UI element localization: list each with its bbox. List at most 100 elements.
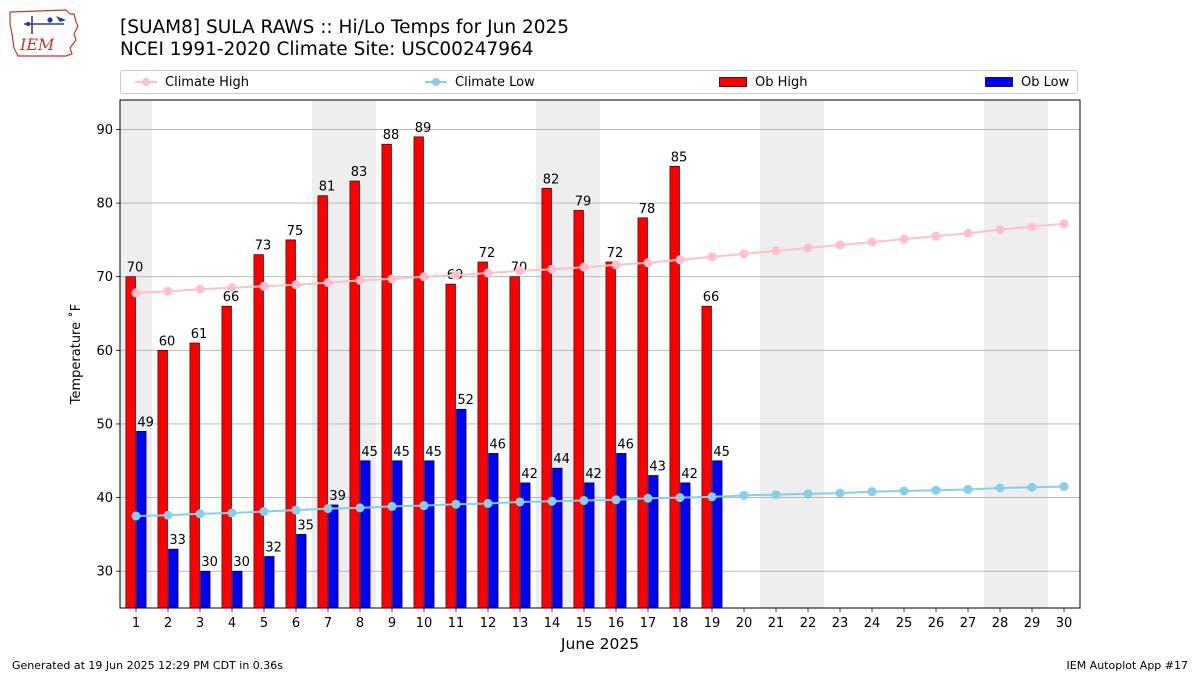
- climate-low-point-29: [1027, 482, 1037, 492]
- ob-high-bar-12: [477, 261, 488, 609]
- climate-low-point-16: [611, 495, 621, 505]
- ob-low-bar-5: [264, 556, 275, 609]
- y-tick-label-60: 60: [96, 344, 113, 359]
- ob-low-bar-7: [328, 504, 339, 609]
- x-tick-label-29: 29: [1024, 616, 1041, 631]
- ob-low-bar-3: [200, 570, 211, 609]
- ob-high-label-10: 89: [415, 121, 432, 136]
- generated-timestamp: Generated at 19 Jun 2025 12:29 PM CDT in…: [12, 659, 284, 672]
- weekend-band-14: [536, 100, 568, 608]
- y-tick-label-90: 90: [96, 123, 113, 138]
- x-tick-label-30: 30: [1056, 616, 1073, 631]
- weekend-band-15: [568, 100, 600, 608]
- x-tick-label-13: 13: [512, 616, 529, 631]
- ob-high-bar-15: [573, 210, 584, 609]
- chart-title: [SUAM8] SULA RAWS :: Hi/Lo Temps for Jun…: [120, 17, 570, 38]
- ob-high-label-8: 83: [351, 165, 368, 180]
- ob-high-label-7: 81: [319, 180, 336, 195]
- climate-low-point-4: [227, 508, 237, 518]
- ob-low-label-18: 42: [681, 467, 698, 482]
- x-tick-label-1: 1: [132, 616, 140, 631]
- ob-high-label-2: 60: [159, 334, 176, 349]
- x-tick-label-11: 11: [448, 616, 465, 631]
- ob-low-label-19: 45: [713, 445, 730, 460]
- y-tick-label-40: 40: [96, 491, 113, 506]
- ob-high-label-11: 69: [447, 268, 464, 283]
- ob-low-label-3: 30: [201, 555, 218, 570]
- climate-low-point-25: [899, 486, 909, 496]
- climate-high-point-21: [771, 246, 781, 256]
- ob-high-bar-7: [317, 195, 328, 609]
- ob-low-bar-4: [232, 570, 243, 609]
- climate-low-point-6: [291, 505, 301, 515]
- climate-high-point-25: [899, 234, 909, 244]
- ob-high-label-3: 61: [191, 327, 208, 342]
- weekend-band-28: [984, 100, 1016, 608]
- ob-high-bar-16: [605, 261, 616, 609]
- ob-low-label-8: 45: [361, 445, 378, 460]
- climate-low-line: [135, 485, 1065, 517]
- climate-high-point-19: [707, 252, 717, 262]
- legend-label-climate-low: Climate Low: [455, 74, 535, 90]
- ob-low-label-2: 33: [169, 533, 186, 548]
- x-tick-label-15: 15: [576, 616, 593, 631]
- x-tick-label-23: 23: [832, 616, 849, 631]
- ob-low-swatch: [985, 77, 1013, 87]
- x-tick-label-21: 21: [768, 616, 785, 631]
- ob-high-label-1: 70: [127, 261, 144, 276]
- ob-low-bar-1: [136, 431, 147, 609]
- climate-high-point-3: [195, 284, 205, 294]
- x-tick-label-2: 2: [164, 616, 172, 631]
- x-tick-label-7: 7: [324, 616, 332, 631]
- ob-low-label-17: 43: [649, 459, 666, 474]
- x-tick-label-12: 12: [480, 616, 497, 631]
- climate-low-point-18: [675, 493, 685, 503]
- weekend-band-8: [344, 100, 376, 608]
- y-axis-label: Temperature ˚F: [68, 304, 84, 405]
- ob-high-label-17: 78: [639, 202, 656, 217]
- ob-high-bar-9: [381, 143, 392, 609]
- legend-item-ob-high: Ob High: [719, 71, 808, 93]
- climate-high-point-18: [675, 255, 685, 265]
- ob-high-label-15: 79: [575, 194, 592, 209]
- weekend-band-29: [1016, 100, 1048, 608]
- climate-low-point-5: [259, 507, 269, 517]
- ob-high-bar-5: [253, 254, 264, 609]
- ob-high-label-14: 82: [543, 172, 560, 187]
- climate-high-point-5: [259, 281, 269, 291]
- ob-low-label-10: 45: [425, 445, 442, 460]
- climate-high-point-4: [227, 283, 237, 293]
- climate-high-point-15: [579, 262, 589, 272]
- climate-low-point-28: [995, 483, 1005, 493]
- climate-high-point-14: [547, 264, 557, 274]
- ob-high-label-4: 66: [223, 290, 240, 305]
- x-tick-label-14: 14: [544, 616, 561, 631]
- ob-low-label-16: 46: [617, 437, 634, 452]
- ob-high-bar-18: [669, 165, 680, 609]
- climate-high-point-12: [483, 268, 493, 278]
- ob-high-bar-1: [125, 276, 136, 609]
- ob-low-bar-15: [584, 482, 595, 609]
- ob-low-label-11: 52: [457, 393, 474, 408]
- legend: Climate High Climate Low Ob High Ob Low: [120, 70, 1078, 94]
- ob-low-bar-6: [296, 534, 307, 609]
- x-tick-label-26: 26: [928, 616, 945, 631]
- ob-low-label-14: 44: [553, 452, 570, 467]
- legend-label-ob-low: Ob Low: [1021, 74, 1070, 90]
- x-axis-label: June 2025: [560, 635, 639, 653]
- ob-low-bar-16: [616, 453, 627, 609]
- climate-high-point-27: [963, 228, 973, 238]
- x-tick-label-9: 9: [388, 616, 396, 631]
- climate-low-point-11: [451, 499, 461, 509]
- climate-low-point-14: [547, 496, 557, 506]
- ob-high-bar-3: [189, 342, 200, 609]
- climate-low-point-23: [835, 488, 845, 498]
- ob-high-bar-4: [221, 305, 232, 609]
- ob-high-bar-10: [413, 136, 424, 609]
- climate-low-point-30: [1059, 482, 1069, 492]
- climate-high-point-24: [867, 237, 877, 247]
- ob-high-bar-6: [285, 239, 296, 609]
- x-tick-label-25: 25: [896, 616, 913, 631]
- legend-label-climate-high: Climate High: [165, 74, 250, 90]
